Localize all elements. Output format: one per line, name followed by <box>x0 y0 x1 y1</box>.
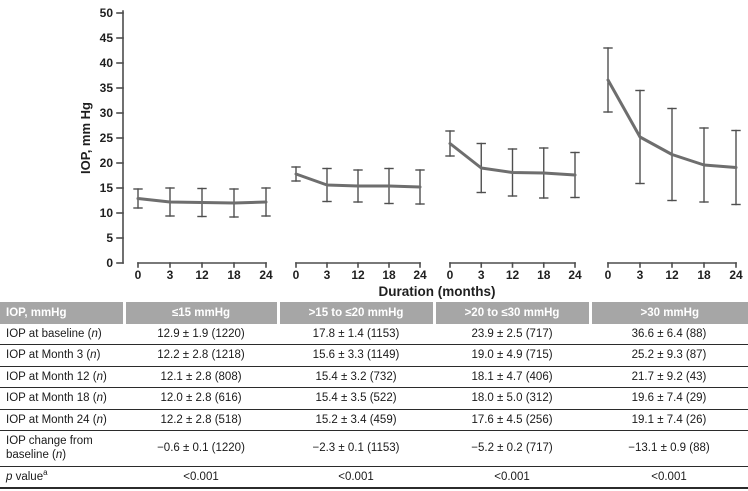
value-cell: <0.001 <box>278 466 434 489</box>
column-header: >20 to ≤30 mmHg <box>434 302 592 324</box>
column-header: IOP, mmHg <box>0 302 126 324</box>
column-header: >15 to ≤20 mmHg <box>278 302 436 324</box>
y-axis-title: IOP, mm Hg <box>78 102 93 174</box>
chart-panel <box>603 47 741 268</box>
x-tick-label: 0 <box>605 268 612 282</box>
value-cell: 15.4 ± 3.5 (522) <box>278 387 434 410</box>
value-cell: 25.2 ± 9.3 (87) <box>590 344 748 367</box>
x-tick-label: 3 <box>324 268 331 282</box>
y-tick-label: 20 <box>100 156 114 170</box>
value-cell: 15.6 ± 3.3 (1149) <box>278 344 434 367</box>
x-tick-label: 24 <box>729 268 743 282</box>
value-cell: 36.6 ± 6.4 (88) <box>590 324 748 346</box>
y-tick-label: 15 <box>100 181 114 195</box>
mean-iop-line <box>606 78 738 169</box>
row-label: IOP at Month 18 (n) <box>0 387 124 410</box>
mean-iop-line <box>448 142 577 177</box>
iop-summary-table: IOP, mmHg ≤15 mmHg >15 to ≤20 mmHg >20 to ≤… <box>0 302 748 489</box>
x-tick-label: 3 <box>478 268 485 282</box>
table-row: IOP at Month 24 (n) 12.2 ± 2.8 (518) 15.2 … <box>0 409 748 431</box>
value-cell: 17.6 ± 4.5 (256) <box>434 409 590 431</box>
value-cell: 18.0 ± 5.0 (312) <box>434 387 590 410</box>
value-cell: −2.3 ± 0.1 (1153) <box>278 430 434 467</box>
x-tick-label: 0 <box>293 268 300 282</box>
row-label: IOP change from baseline (n) <box>0 430 124 467</box>
value-cell: 12.0 ± 2.8 (616) <box>124 387 278 410</box>
value-cell: <0.001 <box>124 466 278 489</box>
table-row: IOP at baseline (n) 12.9 ± 1.9 (1220) 17.8… <box>0 324 748 346</box>
y-tick-label: 5 <box>106 231 113 245</box>
x-tick-label: 18 <box>382 268 396 282</box>
mean-iop-line <box>294 172 422 189</box>
value-cell: 12.2 ± 2.8 (518) <box>124 409 278 431</box>
row-label: IOP at baseline (n) <box>0 324 124 346</box>
chart-panel <box>445 130 580 268</box>
x-tick-label: 24 <box>568 268 582 282</box>
value-cell: 23.9 ± 2.5 (717) <box>434 324 590 346</box>
x-tick-label: 3 <box>167 268 174 282</box>
value-cell: 12.2 ± 2.8 (1218) <box>124 344 278 367</box>
x-tick-label: 3 <box>637 268 644 282</box>
chart-panel <box>133 187 271 268</box>
y-tick-label: 0 <box>106 256 113 270</box>
table-header-row: IOP, mmHg ≤15 mmHg >15 to ≤20 mmHg >20 to ≤… <box>0 302 748 324</box>
x-axis-title: Duration (months) <box>379 284 496 299</box>
value-cell: <0.001 <box>590 466 748 489</box>
value-cell: 15.4 ± 3.2 (732) <box>278 366 434 389</box>
x-tick-label: 12 <box>351 268 365 282</box>
y-tick-label: 50 <box>100 6 114 20</box>
value-cell: −5.2 ± 0.2 (717) <box>434 430 590 467</box>
value-cell: 12.9 ± 1.9 (1220) <box>124 324 278 346</box>
x-tick-label: 12 <box>195 268 209 282</box>
y-tick-label: 35 <box>100 81 114 95</box>
value-cell: 19.6 ± 7.4 (29) <box>590 387 748 410</box>
value-cell: −13.1 ± 0.9 (88) <box>590 430 748 467</box>
table-row: p valuea <0.001 <0.001 <0.001 <0.001 <box>0 466 748 489</box>
y-tick-label: 10 <box>100 206 114 220</box>
row-label: IOP at Month 24 (n) <box>0 409 124 431</box>
chart-panel <box>291 166 425 268</box>
x-tick-label: 24 <box>413 268 427 282</box>
table-row: IOP change from baseline (n) −0.6 ± 0.1 (… <box>0 430 748 467</box>
value-cell: 12.1 ± 2.8 (808) <box>124 366 278 389</box>
column-header: ≤15 mmHg <box>124 302 280 324</box>
row-label: IOP at Month 12 (n) <box>0 366 124 389</box>
value-cell: 19.0 ± 4.9 (715) <box>434 344 590 367</box>
table-row: IOP at Month 3 (n) 12.2 ± 2.8 (1218) 15.6 … <box>0 344 748 367</box>
y-tick-label: 45 <box>100 31 114 45</box>
value-cell: 18.1 ± 4.7 (406) <box>434 366 590 389</box>
value-cell: 19.1 ± 7.4 (26) <box>590 409 748 431</box>
x-tick-label: 0 <box>135 268 142 282</box>
table-row: IOP at Month 18 (n) 12.0 ± 2.8 (616) 15.4 … <box>0 387 748 410</box>
table-row: IOP at Month 12 (n) 12.1 ± 2.8 (808) 15.4 … <box>0 366 748 389</box>
x-tick-label: 0 <box>447 268 454 282</box>
y-tick-label: 30 <box>100 106 114 120</box>
y-tick-label: 40 <box>100 56 114 70</box>
column-header: >30 mmHg <box>590 302 748 324</box>
x-tick-label: 12 <box>506 268 520 282</box>
value-cell: −0.6 ± 0.1 (1220) <box>124 430 278 467</box>
value-cell: 17.8 ± 1.4 (1153) <box>278 324 434 346</box>
row-label: p valuea <box>0 466 124 489</box>
value-cell: 21.7 ± 9.2 (43) <box>590 366 748 389</box>
value-cell: 15.2 ± 3.4 (459) <box>278 409 434 431</box>
y-tick-label: 25 <box>100 131 114 145</box>
x-tick-label: 18 <box>227 268 241 282</box>
x-tick-label: 18 <box>697 268 711 282</box>
x-tick-label: 12 <box>665 268 679 282</box>
mean-iop-line <box>136 197 268 205</box>
row-label: IOP at Month 3 (n) <box>0 344 124 367</box>
x-tick-label: 24 <box>259 268 273 282</box>
x-tick-label: 18 <box>537 268 551 282</box>
value-cell: <0.001 <box>434 466 590 489</box>
